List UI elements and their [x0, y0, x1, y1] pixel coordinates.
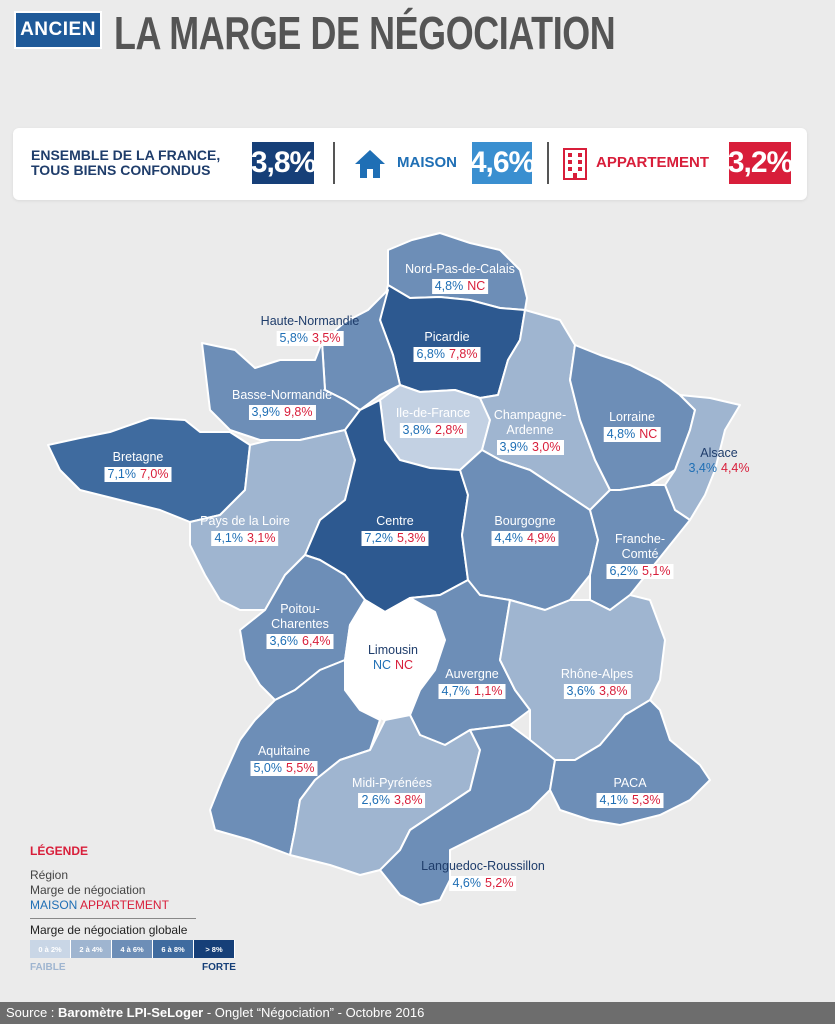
- label-nord-pas-de-calais: Nord-Pas-de-Calais 4,8% NC: [405, 262, 515, 294]
- scale-step: 2 à 4%: [71, 940, 112, 958]
- separator: [333, 142, 335, 184]
- scale-step: 0 à 2%: [30, 940, 71, 958]
- label-limousin: Limousin NC NC: [367, 643, 419, 672]
- page-title: LA MARGE DE NÉGOCIATION: [114, 7, 616, 59]
- house-icon: [355, 150, 385, 178]
- label-basse-normandie: Basse-Normandie 3,9% 9,8%: [231, 388, 333, 420]
- scale-step: 4 à 6%: [112, 940, 153, 958]
- label-aquitaine: Aquitaine 5,0% 5,5%: [250, 744, 318, 776]
- separator: [547, 142, 549, 184]
- legend-marge: Marge de négociation: [30, 883, 146, 897]
- scale-low: FAIBLE: [30, 962, 66, 973]
- apartment-building-icon: [563, 148, 587, 180]
- label-pays-de-la-loire: Pays de la Loire 4,1% 3,1%: [200, 514, 290, 546]
- label-bourgogne: Bourgogne 4,4% 4,9%: [491, 514, 559, 546]
- label-paca: PACA 4,1% 5,3%: [596, 776, 664, 808]
- label-lorraine: Lorraine 4,8% NC: [603, 410, 661, 442]
- label-centre: Centre 7,2% 5,3%: [361, 514, 429, 546]
- scale-step: > 8%: [194, 940, 235, 958]
- maison-value: 4,6%: [470, 142, 535, 184]
- label-midi-pyrenees: Midi-Pyrénées 2,6% 3,8%: [352, 776, 432, 808]
- ancien-badge: ANCIEN: [14, 11, 102, 49]
- scale-high: FORTE: [202, 962, 236, 973]
- france-label: ENSEMBLE DE LA FRANCE, TOUS BIENS CONFON…: [31, 147, 221, 178]
- label-champagne-ardenne: Champagne- Ardenne 3,9% 3,0%: [493, 408, 567, 455]
- summary-panel: ENSEMBLE DE LA FRANCE, TOUS BIENS CONFON…: [13, 128, 807, 200]
- legend-types: MAISON APPARTEMENT: [30, 898, 169, 912]
- label-bretagne: Bretagne 7,1% 7,0%: [104, 450, 172, 482]
- label-ile-de-france: Ile-de-France 3,8% 2,8%: [395, 406, 471, 438]
- maison-label: MAISON: [397, 154, 457, 171]
- region-paca[interactable]: [549, 699, 711, 826]
- legend-title: LÉGENDE: [30, 844, 89, 858]
- legend-region: Région: [30, 868, 69, 882]
- legend-scale: 0 à 2% 2 à 4% 4 à 6% 6 à 8% > 8%: [30, 940, 235, 958]
- label-languedoc-roussillon: Languedoc-Roussillon 4,6% 5,2%: [421, 859, 545, 891]
- source-footer: Source : Baromètre LPI-SeLoger - Onglet …: [0, 1002, 835, 1024]
- label-alsace: Alsace 3,4% 4,4%: [688, 446, 750, 475]
- france-value: 3,8%: [251, 142, 316, 184]
- appartement-value: 3,2%: [728, 142, 793, 184]
- legend: LÉGENDE Région Marge de négociation MAIS…: [30, 844, 196, 938]
- label-rhone-alpes: Rhône-Alpes 3,6% 3,8%: [560, 667, 634, 699]
- label-franche-comte: Franche- Comté 6,2% 5,1%: [606, 532, 674, 579]
- region-basse-normandie[interactable]: [201, 341, 361, 441]
- appartement-label: APPARTEMENT: [596, 154, 710, 171]
- label-auvergne: Auvergne 4,7% 1,1%: [438, 667, 506, 699]
- label-picardie: Picardie 6,8% 7,8%: [413, 330, 481, 362]
- label-poitou-charentes: Poitou- Charentes 3,6% 6,4%: [266, 602, 334, 649]
- france-map: [47, 232, 741, 906]
- label-haute-normandie: Haute-Normandie 5,8% 3,5%: [260, 314, 360, 346]
- scale-step: 6 à 8%: [153, 940, 194, 958]
- legend-scale-title: Marge de négociation globale: [30, 918, 196, 938]
